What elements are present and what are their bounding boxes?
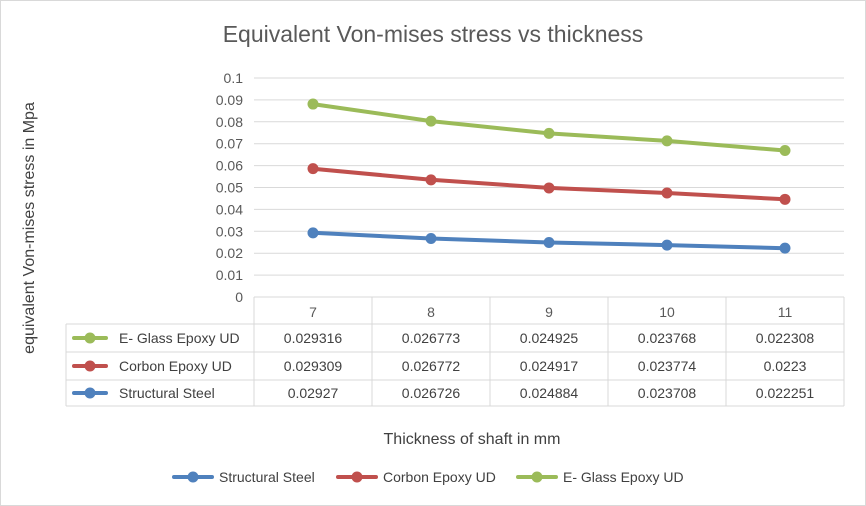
series-lines xyxy=(307,98,791,254)
table-cell: 0.024925 xyxy=(520,330,579,346)
x-axis-title: Thickness of shaft in mm xyxy=(384,431,561,448)
table-cell: 0.029316 xyxy=(284,330,343,346)
y-tick-label: 0.08 xyxy=(216,114,243,130)
table-row-label: Corbon Epoxy UD xyxy=(119,358,232,374)
table-cell: 0.026773 xyxy=(402,330,461,346)
legend: Structural Steel Corbon Epoxy UD E- Glass … xyxy=(172,469,684,485)
legend-key-marker xyxy=(351,471,363,483)
data-point xyxy=(425,115,437,127)
data-point xyxy=(425,174,437,186)
data-point xyxy=(543,127,555,139)
table-legend-key-marker xyxy=(84,332,96,344)
data-point xyxy=(779,193,791,205)
x-tick-label: 11 xyxy=(778,304,793,320)
legend-entry-label: Corbon Epoxy UD xyxy=(383,469,496,485)
data-point xyxy=(661,135,673,147)
data-table: 7 8 9 10 11 E- Glass Epoxy UD 0.029316 0.026773… xyxy=(65,297,845,407)
x-tick-label: 7 xyxy=(309,304,317,320)
table-legend-key-marker xyxy=(84,387,96,399)
data-point xyxy=(543,236,555,248)
y-tick-label: 0.01 xyxy=(216,267,243,283)
chart-title: Equivalent Von-mises stress vs thickness xyxy=(223,21,644,47)
x-tick-label: 10 xyxy=(659,304,675,320)
table-cell: 0.026772 xyxy=(402,358,461,374)
data-point xyxy=(425,233,437,245)
table-cell: 0.023774 xyxy=(638,358,697,374)
table-cell: 0.022251 xyxy=(756,385,815,401)
table-cell: 0.024884 xyxy=(520,385,579,401)
table-cell: 0.02927 xyxy=(288,385,339,401)
table-cell: 0.0223 xyxy=(764,358,807,374)
table-legend-key-marker xyxy=(84,360,96,372)
legend-entry-label: Structural Steel xyxy=(219,469,315,485)
data-point xyxy=(661,187,673,199)
table-cell: 0.022308 xyxy=(756,330,815,346)
y-axis-title: equivalent Von-mises stress in Mpa xyxy=(21,102,38,354)
data-point xyxy=(779,144,791,156)
legend-key-marker xyxy=(531,471,543,483)
data-point xyxy=(307,98,319,110)
table-row-label: E- Glass Epoxy UD xyxy=(119,330,240,346)
data-point xyxy=(307,227,319,239)
x-tick-label: 9 xyxy=(545,304,553,320)
data-point xyxy=(543,182,555,194)
legend-entry-label: E- Glass Epoxy UD xyxy=(563,469,684,485)
table-row-label: Structural Steel xyxy=(119,385,215,401)
y-tick-label: 0 xyxy=(235,289,243,305)
y-tick-label: 0.09 xyxy=(216,92,243,108)
table-cell: 0.024917 xyxy=(520,358,579,374)
y-tick-label: 0.05 xyxy=(216,180,243,196)
x-tick-label: 8 xyxy=(427,304,435,320)
data-point xyxy=(307,163,319,175)
table-cell: 0.029309 xyxy=(284,358,343,374)
data-point xyxy=(779,242,791,254)
table-cell: 0.023708 xyxy=(638,385,697,401)
y-tick-label: 0.04 xyxy=(216,201,243,217)
y-tick-label: 0.07 xyxy=(216,136,243,152)
y-tick-label: 0.02 xyxy=(216,245,243,261)
legend-key-marker xyxy=(187,471,199,483)
table-cell: 0.023768 xyxy=(638,330,697,346)
data-point xyxy=(661,239,673,251)
y-tick-label: 0.06 xyxy=(216,158,243,174)
y-tick-label: 0.1 xyxy=(224,70,244,86)
table-cell: 0.026726 xyxy=(402,385,461,401)
y-tick-label: 0.03 xyxy=(216,223,243,239)
